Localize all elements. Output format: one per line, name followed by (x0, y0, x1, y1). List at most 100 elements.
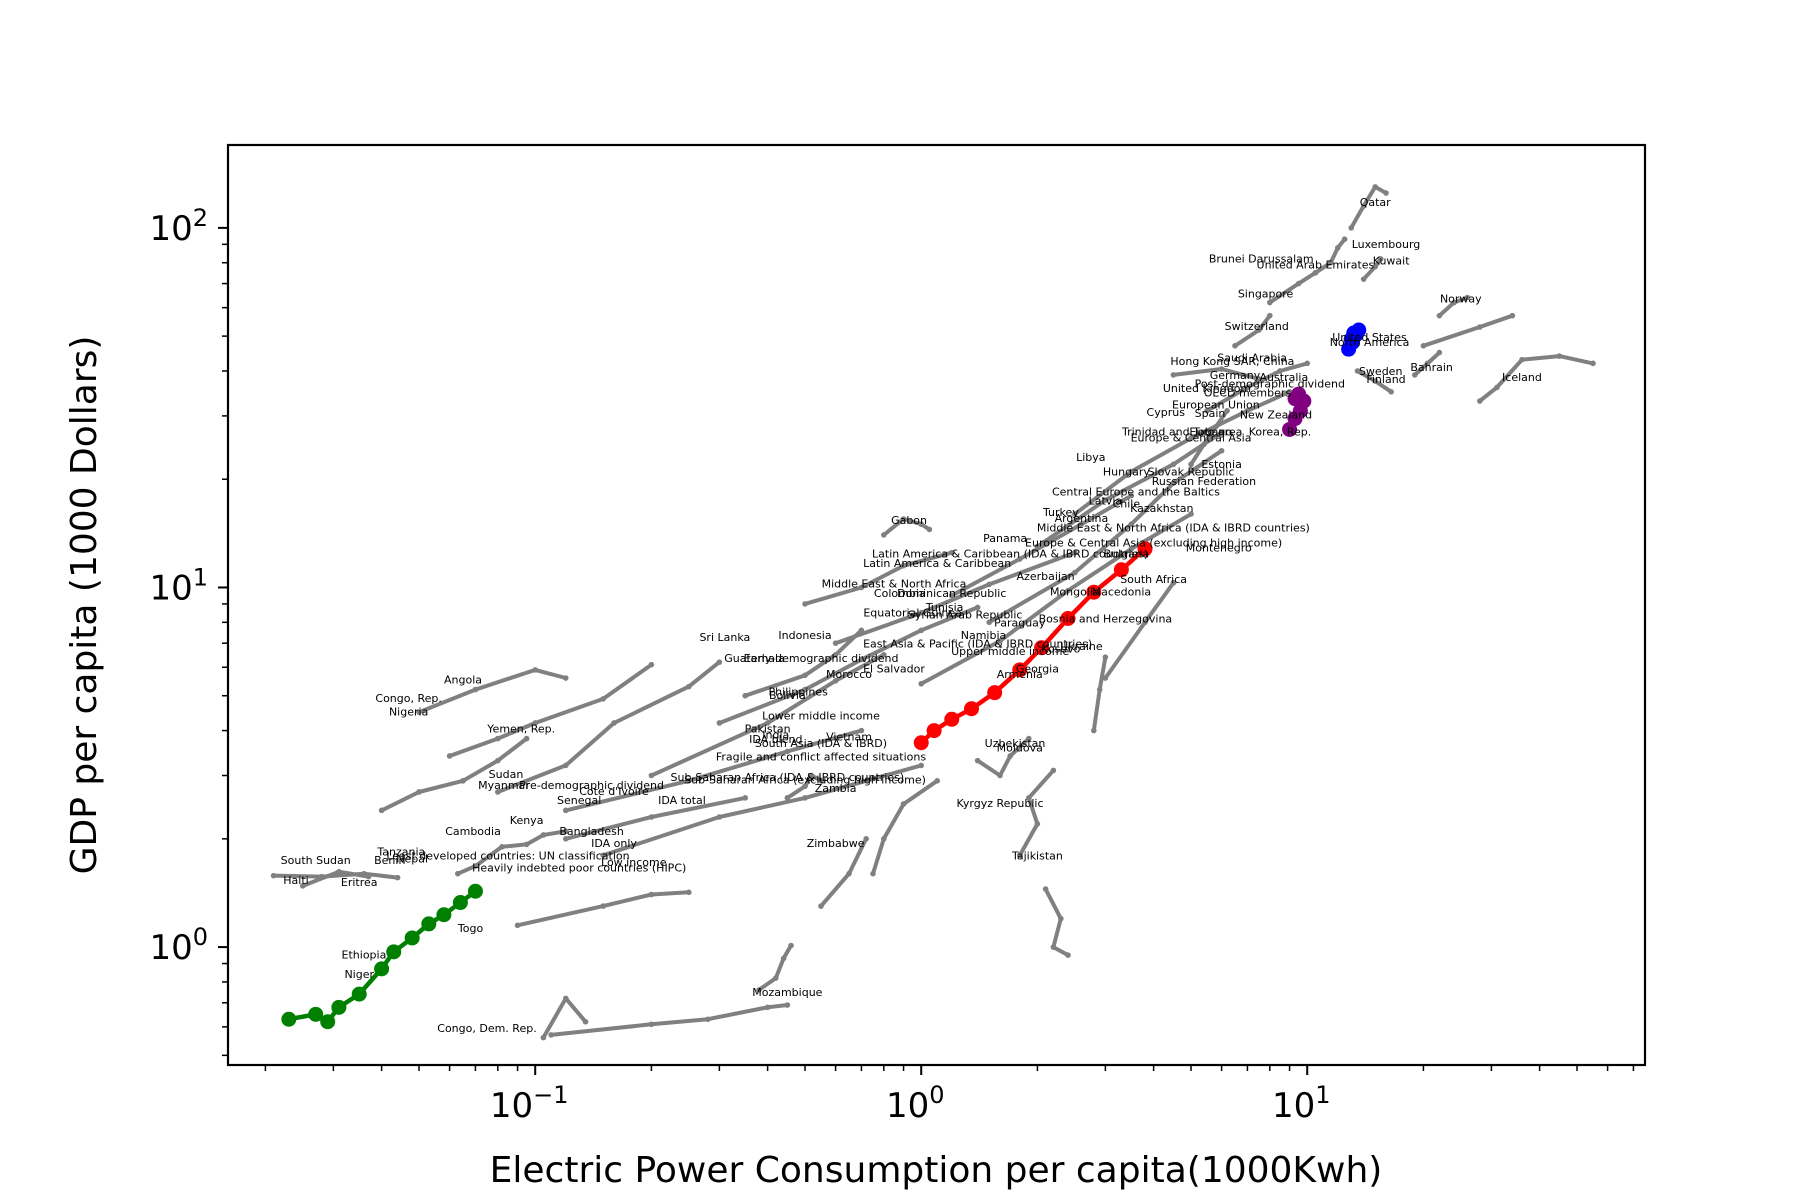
background-series-point (1420, 342, 1427, 349)
background-series-point (716, 659, 723, 665)
background-series-point (1477, 324, 1483, 330)
background-series-point (1128, 468, 1135, 475)
background-series-point (532, 667, 539, 673)
background-series-point (1034, 821, 1041, 827)
background-series-point (1451, 299, 1457, 306)
background-series-line (517, 890, 689, 928)
background-series-line (1349, 184, 1387, 229)
country-annotation: Bosnia and Herzegovina (1039, 612, 1173, 625)
background-series-line (976, 737, 1031, 778)
background-series-point (336, 868, 342, 875)
country-annotation: Tunisia (925, 601, 964, 614)
background-series-point (1277, 368, 1283, 374)
country-annotation: Cote d'Ivoire (579, 785, 649, 798)
background-series-line (744, 628, 863, 698)
background-series-point (997, 638, 1003, 644)
background-series-point (686, 778, 692, 784)
background-series-point (818, 903, 824, 909)
country-annotation: Latvia (1089, 495, 1123, 508)
background-series-point (1354, 368, 1361, 374)
background-series-line (1314, 237, 1347, 275)
background-series-point (454, 870, 461, 877)
y-tick-label: 100 (149, 923, 208, 968)
background-series-point (742, 795, 749, 801)
country-annotation: Tanzania (376, 845, 425, 858)
background-series-point (600, 852, 606, 859)
highlighted-series-point (320, 1014, 336, 1030)
background-series-point (540, 1034, 547, 1041)
background-series-point (416, 789, 422, 795)
country-annotation: Pakistan (745, 723, 791, 736)
background-series-point (1042, 886, 1049, 892)
country-annotation: Finland (1366, 373, 1405, 386)
background-series-point (495, 735, 501, 742)
country-annotation: Sudan (489, 768, 524, 781)
highlighted-series-point (452, 895, 468, 911)
country-annotation: Ethiopia (342, 948, 387, 961)
background-series-point (1102, 675, 1109, 681)
country-annotation: Latin America & Caribbean (863, 557, 1011, 570)
background-series-point (1072, 511, 1078, 517)
country-annotation: Pre-demographic dividend (519, 779, 664, 792)
background-series-point (562, 836, 569, 842)
country-annotation: Korea, Rep. (1249, 425, 1312, 438)
country-annotation: Norway (1440, 293, 1482, 306)
country-annotation: Estonia (1201, 458, 1242, 471)
country-annotation: Montenegro (1186, 541, 1252, 554)
background-series-point (918, 521, 925, 527)
background-series-point (648, 1021, 655, 1028)
background-series-line (804, 550, 953, 606)
country-annotation: Chile (1113, 497, 1141, 510)
background-series-point (1327, 259, 1334, 266)
country-annotation: Trinidad and Tobago (1121, 425, 1232, 438)
background-series-point (802, 686, 808, 693)
background-series-point (784, 1002, 791, 1008)
background-series-point (495, 757, 501, 764)
background-series-point (1372, 378, 1378, 384)
highlighted-series-point (1012, 662, 1028, 678)
background-series-point (1213, 423, 1219, 430)
country-annotation: Kosovo (1041, 642, 1080, 655)
background-series-point (900, 801, 907, 807)
background-series-point (495, 789, 501, 795)
highlighted-series-point (281, 1011, 297, 1027)
country-annotation: Argentina (1055, 512, 1109, 525)
background-series-point (1058, 915, 1064, 922)
country-annotation: Russian Federation (1152, 475, 1256, 488)
country-annotation: Germany (1210, 369, 1261, 382)
country-annotation: Central Europe and the Baltics (1052, 486, 1220, 499)
background-series-point (772, 975, 779, 981)
country-annotation: Tajikistan (1011, 850, 1063, 863)
background-series-point (300, 883, 306, 889)
background-series-point (802, 795, 808, 801)
background-series-point (532, 720, 539, 726)
background-series-point (1016, 852, 1023, 859)
background-series-point (1091, 727, 1097, 734)
background-series-point (1078, 521, 1085, 527)
country-annotation: Lower middle income (762, 709, 880, 722)
country-annotation: Senegal (557, 794, 601, 807)
country-annotation: Bahrain (1410, 361, 1453, 374)
background-series-point (648, 661, 655, 668)
country-annotation: Sri Lanka (699, 631, 750, 644)
country-annotation: Congo, Rep. (375, 692, 441, 705)
background-series-point (1256, 327, 1262, 333)
background-series-point (832, 651, 839, 658)
background-series-point (1348, 225, 1355, 231)
country-annotation: Luxembourg (1352, 238, 1421, 251)
background-series-point (1424, 360, 1431, 367)
background-series-point (1007, 753, 1013, 759)
highlighted-series-point (421, 916, 437, 932)
background-series-point (416, 709, 422, 715)
background-series-point (562, 828, 569, 835)
background-series-point (600, 696, 606, 702)
y-tick-exponent: 0 (193, 923, 208, 951)
country-annotation: Syrian Arab Republic (908, 608, 1023, 621)
background-series-point (802, 672, 808, 679)
background-series-point (1244, 384, 1251, 391)
background-series-point (1256, 376, 1262, 382)
country-annotation: Euro area (1189, 425, 1242, 438)
country-annotation: Togo (457, 922, 484, 935)
background-series-point (784, 748, 791, 755)
